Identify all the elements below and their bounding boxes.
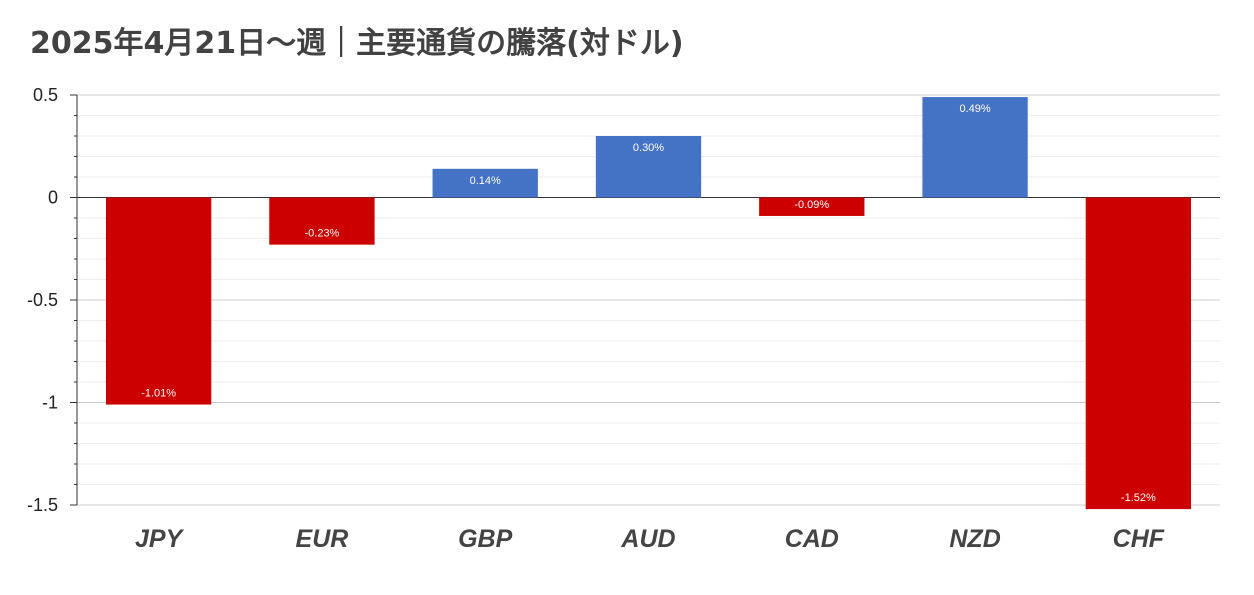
x-tick-label-cad: CAD bbox=[785, 525, 839, 553]
bar-chf bbox=[1085, 197, 1192, 510]
bars bbox=[105, 97, 1192, 510]
data-label-eur: -0.23% bbox=[304, 228, 339, 240]
x-tick-label-eur: EUR bbox=[296, 525, 349, 553]
data-labels: -1.01% -0.23% 0.14% 0.30% -0.09% 0.49% -1.52% bbox=[141, 103, 1156, 504]
x-tick-label-aud: AUD bbox=[620, 525, 675, 553]
x-tick-label-gbp: GBP bbox=[458, 525, 513, 553]
bar-nzd bbox=[922, 97, 1028, 198]
x-axis-labels: JPY EUR GBP AUD CAD NZD CHF bbox=[135, 525, 1165, 553]
x-tick-label-jpy: JPY bbox=[135, 525, 185, 553]
data-label-jpy: -1.01% bbox=[141, 388, 176, 400]
data-label-gbp: 0.14% bbox=[470, 175, 501, 187]
chart-title: 2025年4月21日～週｜主要通貨の騰落(対ドル) bbox=[30, 26, 684, 61]
x-tick-label-chf: CHF bbox=[1113, 525, 1165, 553]
bar-eur bbox=[269, 197, 375, 245]
y-axis: 0.5 0 -0.5 -1 -1.5 bbox=[27, 85, 78, 515]
y-tick-label: 0 bbox=[48, 188, 58, 208]
bar-aud bbox=[595, 136, 702, 198]
bar-gbp bbox=[432, 168, 538, 198]
y-tick-label: 0.5 bbox=[33, 85, 58, 105]
data-label-nzd: 0.49% bbox=[959, 103, 990, 115]
data-label-cad: -0.09% bbox=[794, 199, 829, 211]
y-tick-label: -1 bbox=[42, 393, 58, 413]
bar-cad bbox=[759, 197, 865, 216]
data-label-aud: 0.30% bbox=[633, 142, 664, 154]
bar-jpy bbox=[105, 197, 212, 405]
x-tick-label-nzd: NZD bbox=[949, 525, 1000, 553]
y-tick-label: -1.5 bbox=[27, 495, 58, 515]
data-label-chf: -1.52% bbox=[1121, 492, 1156, 504]
y-tick-label: -0.5 bbox=[27, 290, 58, 310]
gridlines bbox=[77, 94, 1220, 506]
